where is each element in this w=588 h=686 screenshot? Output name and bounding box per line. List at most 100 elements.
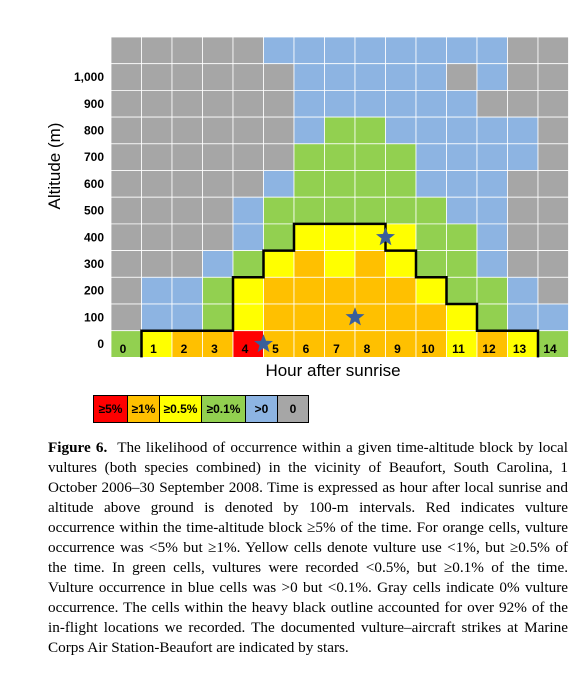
heatmap-cell: [476, 303, 508, 332]
y-axis-label: Altitude (m): [45, 123, 64, 210]
heatmap-cell: [110, 223, 142, 251]
heatmap-cell: [202, 116, 234, 145]
heatmap-cell: [293, 90, 325, 118]
heatmap-cell: [354, 143, 386, 171]
x-tick-label: 13: [513, 342, 527, 356]
heatmap-cell: [232, 196, 264, 225]
heatmap-cell: [507, 36, 539, 65]
figure-caption: Figure 6. The likelihood of occurrence w…: [48, 438, 568, 658]
heatmap-cell: [415, 116, 447, 145]
y-tick-label: 700: [84, 150, 104, 164]
heatmap-cell: [141, 116, 173, 145]
legend-entry: ≥0.5%: [160, 396, 202, 422]
heatmap-cell: [110, 196, 142, 225]
heatmap-cell: [537, 170, 569, 198]
heatmap-cell: [385, 90, 417, 118]
x-tick-label: 7: [333, 342, 340, 356]
heatmap-cell: [263, 63, 295, 91]
heatmap-cell: [507, 250, 539, 278]
heatmap-cells: [110, 36, 569, 358]
heatmap-cell: [202, 276, 234, 305]
heatmap-cell: [385, 63, 417, 91]
heatmap-cell: [354, 276, 386, 305]
heatmap-cell: [354, 90, 386, 118]
heatmap-cell: [171, 170, 203, 198]
heatmap-cell: [385, 36, 417, 65]
x-tick-label: 1: [150, 342, 157, 356]
heatmap-cell: [141, 90, 173, 118]
heatmap-cell: [293, 63, 325, 91]
heatmap-cell: [537, 196, 569, 225]
heatmap-cell: [446, 90, 478, 118]
y-tick-label: 200: [84, 284, 104, 298]
heatmap-cell: [202, 330, 234, 358]
x-tick-label: 9: [394, 342, 401, 356]
heatmap-cell: [202, 250, 234, 278]
heatmap-cell: [202, 90, 234, 118]
heatmap-cell: [446, 276, 478, 305]
y-tick-label: 0: [97, 337, 104, 351]
heatmap-cell: [385, 196, 417, 225]
heatmap-cell: [385, 250, 417, 278]
heatmap-cell: [537, 90, 569, 118]
x-tick-label: 12: [482, 342, 496, 356]
heatmap-cell: [232, 63, 264, 91]
heatmap-cell: [171, 143, 203, 171]
heatmap-cell: [354, 170, 386, 198]
heatmap-cell: [263, 90, 295, 118]
y-tick-label: 1,000: [74, 70, 104, 84]
heatmap-cell: [171, 250, 203, 278]
heatmap-cell: [415, 250, 447, 278]
heatmap-cell: [263, 36, 295, 65]
heatmap-cell: [476, 63, 508, 91]
heatmap-cell: [232, 143, 264, 171]
heatmap-cell: [507, 223, 539, 251]
heatmap-cell: [171, 63, 203, 91]
heatmap-cell: [171, 116, 203, 145]
heatmap-cell: [324, 276, 356, 305]
heatmap-cell: [537, 36, 569, 65]
y-tick-label: 400: [84, 230, 104, 244]
heatmap-cell: [171, 36, 203, 65]
y-tick-label: 800: [84, 123, 104, 137]
heatmap-cell: [293, 170, 325, 198]
heatmap-cell: [415, 90, 447, 118]
heatmap-cell: [476, 330, 508, 358]
heatmap-cell: [141, 143, 173, 171]
heatmap-cell: [507, 170, 539, 198]
heatmap-cell: [324, 250, 356, 278]
heatmap-cell: [446, 36, 478, 65]
heatmap-cell: [202, 143, 234, 171]
x-tick-label: 6: [303, 342, 310, 356]
heatmap-cell: [415, 276, 447, 305]
heatmap-cell: [446, 143, 478, 171]
heatmap-cell: [263, 276, 295, 305]
strike-star-icon: [254, 334, 273, 353]
heatmap-cell: [141, 170, 173, 198]
heatmap-cell: [324, 330, 356, 358]
heatmap-cell: [293, 196, 325, 225]
heatmap-cell: [324, 116, 356, 145]
heatmap-cell: [507, 303, 539, 332]
heatmap-cell: [110, 143, 142, 171]
heatmap-cell: [263, 170, 295, 198]
heatmap-cell: [293, 303, 325, 332]
x-tick-label: 5: [272, 342, 279, 356]
heatmap-cell: [537, 143, 569, 171]
heatmap-cell: [476, 223, 508, 251]
heatmap-cell: [324, 170, 356, 198]
x-axis-label: Hour after sunrise: [265, 361, 400, 380]
heatmap-cell: [476, 143, 508, 171]
heatmap-cell: [232, 90, 264, 118]
heatmap-cell: [263, 250, 295, 278]
heatmap-cell: [110, 250, 142, 278]
heatmap-cell: [293, 36, 325, 65]
heatmap-cell: [110, 36, 142, 65]
x-tick-label: 11: [452, 342, 465, 356]
heatmap-cell: [141, 250, 173, 278]
heatmap-cell: [171, 330, 203, 358]
heatmap-cell: [385, 143, 417, 171]
strike-star-icon: [376, 227, 395, 246]
heatmap-cell: [385, 276, 417, 305]
heatmap-cell: [507, 276, 539, 305]
